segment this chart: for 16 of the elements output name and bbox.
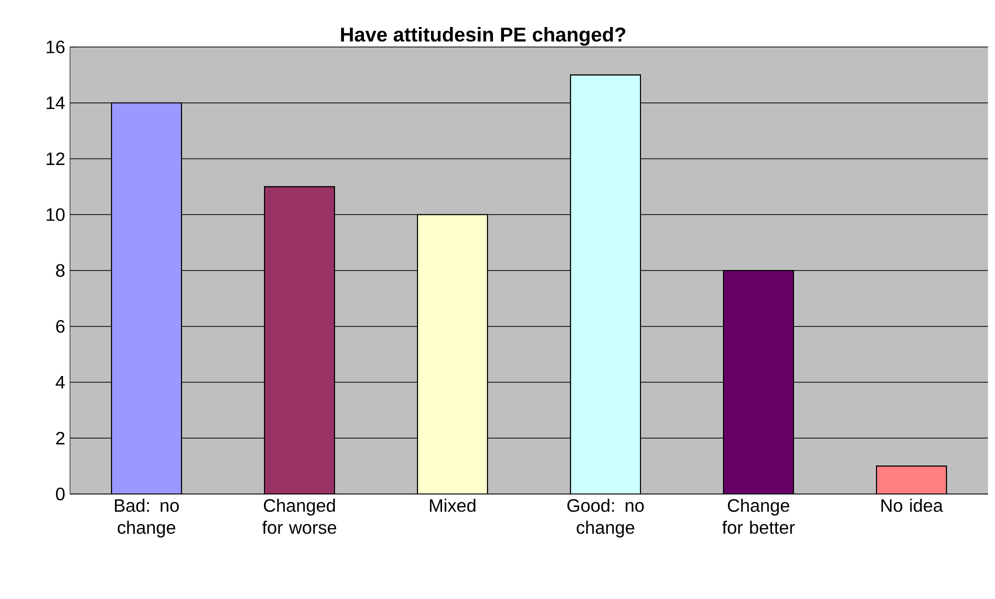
x-tick-label: Mixed	[430, 498, 476, 512]
chart-title: Have attitudesin PE changed?	[341, 26, 626, 46]
x-tick-label: Change for better	[722, 498, 795, 534]
x-tick-label: Changed for worse	[262, 498, 336, 534]
x-tick-label: No idea	[881, 498, 943, 512]
y-tick-label: 16	[46, 40, 65, 54]
y-tick-label: 6	[56, 320, 65, 333]
x-tick-label: Good: no change	[567, 498, 644, 538]
y-tick-label: 2	[56, 432, 64, 444]
y-tick-label: 8	[56, 264, 65, 277]
y-tick-label: 0	[56, 488, 65, 500]
y-tick-label: 4	[56, 376, 65, 388]
y-tick-label: 14	[46, 96, 65, 110]
x-tick-label: Bad: no change	[114, 498, 179, 538]
y-tick-label: 10	[46, 208, 65, 221]
y-tick-label: 12	[46, 152, 64, 166]
